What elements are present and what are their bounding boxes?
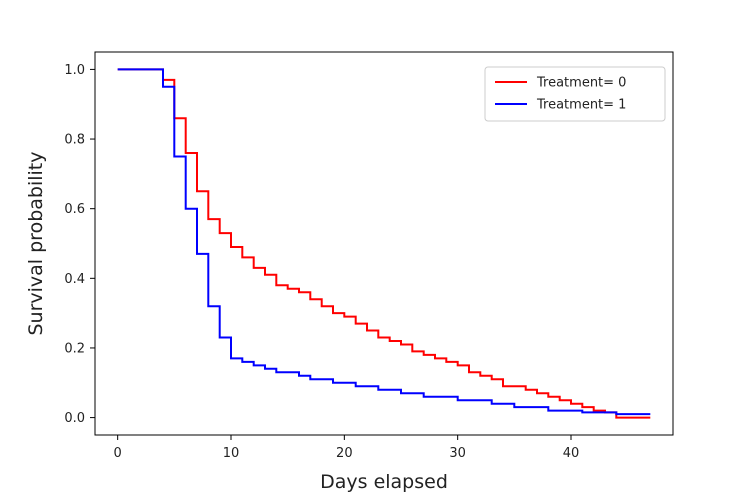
series-line-treatment-0: [117, 68, 651, 419]
legend: Treatment= 0 Treatment= 1: [484, 66, 666, 122]
x-tick-label: 10: [223, 446, 240, 461]
plot-frame: [94, 51, 674, 436]
legend-label-treatment-0: Treatment= 0: [536, 76, 626, 91]
x-axis-title: Days elapsed: [320, 471, 448, 493]
series-line-treatment-1: [117, 68, 651, 416]
y-tick-label: 0.0: [64, 411, 85, 426]
y-tick-label: 0.4: [64, 272, 85, 287]
axes: 0 10 20 30 40 0.0 0.2 0.4 0.6 0.8 1.0: [64, 51, 674, 461]
x-tick-label: 30: [449, 446, 466, 461]
legend-label-treatment-1: Treatment= 1: [536, 98, 626, 113]
y-tick-label: 0.6: [64, 202, 85, 217]
plot-area: [117, 68, 651, 419]
y-tick-label: 1.0: [64, 63, 85, 78]
x-tick-label: 20: [336, 446, 353, 461]
x-tick-label: 0: [114, 446, 122, 461]
y-axis-title: Survival probability: [25, 151, 47, 335]
x-tick-label: 40: [563, 446, 580, 461]
y-tick-label: 0.2: [64, 341, 85, 356]
legend-box: [484, 66, 666, 122]
y-tick-label: 0.8: [64, 133, 85, 148]
